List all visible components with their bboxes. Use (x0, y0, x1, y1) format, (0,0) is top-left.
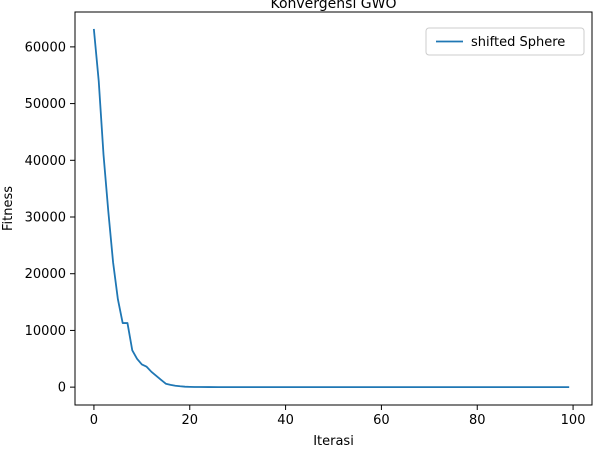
plot-frame (74, 11, 593, 406)
series-line-shifted-sphere (92, 28, 570, 389)
x-tick-label: 60 (373, 413, 390, 428)
y-axis-ticks: 0 10000 20000 30000 40000 50000 60000 (25, 40, 75, 396)
x-tick-label: 20 (181, 413, 198, 428)
y-tick-label: 30000 (25, 211, 66, 226)
y-tick-label: 50000 (25, 97, 66, 112)
legend: shifted Sphere (425, 27, 585, 56)
y-tick-label: 40000 (25, 154, 66, 169)
legend-label: shifted Sphere (471, 35, 565, 50)
series-layer (92, 28, 570, 389)
y-tick-label: 60000 (25, 40, 66, 55)
legend-box (425, 27, 585, 56)
x-tick-label: 40 (277, 413, 294, 428)
x-axis-label: Iterasi (313, 434, 354, 449)
y-tick-label: 0 (58, 381, 66, 396)
y-tick-label: 10000 (25, 324, 66, 339)
x-axis-ticks: 0 20 40 60 80 100 (90, 405, 586, 428)
x-tick-label: 80 (469, 413, 486, 428)
x-tick-label: 0 (90, 413, 98, 428)
y-axis-label: Fitness (1, 186, 16, 231)
x-tick-label: 100 (561, 413, 586, 428)
chart-title: Konvergensi GWO (270, 0, 396, 12)
y-tick-label: 20000 (25, 267, 66, 282)
plot-border (74, 11, 593, 406)
